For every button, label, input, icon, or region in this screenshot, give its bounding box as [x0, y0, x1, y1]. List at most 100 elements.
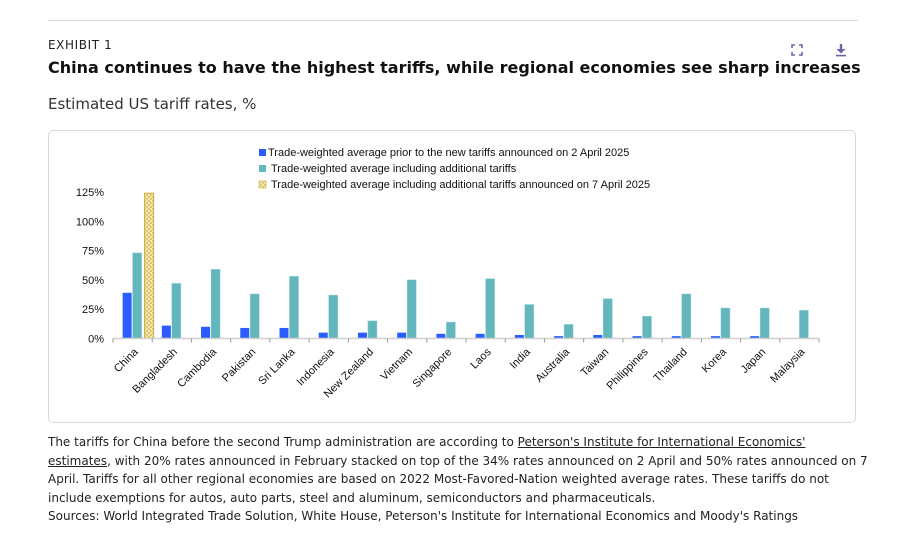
bar-group — [514, 304, 535, 339]
bar — [514, 334, 524, 339]
bar — [603, 298, 613, 339]
bar-group — [279, 276, 299, 339]
legend-item: Trade-weighted average prior to the new … — [259, 147, 629, 159]
x-tick-label: Australia — [533, 346, 572, 385]
bar-group — [671, 293, 691, 339]
bar-group — [201, 269, 221, 339]
bar — [367, 320, 378, 339]
bar — [240, 327, 250, 339]
bar — [279, 327, 289, 339]
y-tick-label: 0% — [88, 334, 104, 346]
bar — [710, 336, 720, 339]
bar — [671, 336, 681, 339]
bar — [201, 326, 211, 339]
legend-item: Trade-weighted average including additio… — [258, 179, 650, 191]
bar-group — [357, 320, 378, 339]
footnote-text-start: The tariffs for China before the second … — [48, 435, 518, 449]
chart-legend: Trade-weighted average prior to the new … — [258, 147, 650, 191]
top-divider — [48, 20, 858, 21]
piie-estimates-link[interactable]: Peterson's Institute for International E… — [48, 435, 806, 468]
chart-footnote: The tariffs for China before the second … — [48, 433, 868, 507]
bar-group — [632, 315, 652, 339]
expand-button[interactable] — [789, 42, 805, 58]
bar — [632, 336, 642, 339]
x-tick-label: Malaysia — [768, 346, 808, 386]
x-tick-label: Cambodia — [175, 346, 220, 391]
legend-swatch — [258, 180, 267, 189]
bar — [563, 324, 574, 339]
bar — [750, 336, 760, 339]
bar — [318, 332, 328, 339]
y-tick-label: 50% — [82, 275, 104, 287]
bar — [161, 325, 171, 339]
bar — [289, 276, 299, 339]
bar — [681, 293, 691, 339]
x-tick-label: China — [112, 346, 141, 375]
chart-subtitle: Estimated US tariff rates, % — [48, 95, 257, 113]
legend-swatch — [259, 149, 266, 156]
bar-group — [554, 324, 574, 339]
x-tick-label: Taiwan — [579, 346, 612, 379]
x-tick-label: Thailand — [652, 346, 690, 384]
x-tick-label: India — [508, 346, 534, 372]
bar — [132, 252, 142, 339]
bar — [759, 307, 770, 339]
chart-sources: Sources: World Integrated Trade Solution… — [48, 509, 799, 523]
bar-group — [436, 321, 456, 339]
x-tick-label: Sri Lanka — [256, 346, 298, 388]
bar — [406, 279, 417, 339]
y-tick-label: 75% — [82, 246, 104, 258]
bar-group — [397, 279, 417, 339]
legend-label: Trade-weighted average prior to the new … — [268, 147, 629, 159]
bar-group — [789, 310, 809, 339]
x-tick-label: Pakistan — [220, 346, 258, 384]
x-tick-label: Laos — [468, 346, 494, 372]
bars — [122, 192, 809, 340]
bar — [171, 283, 182, 339]
x-tick-label: Korea — [700, 346, 730, 376]
download-icon — [836, 44, 846, 57]
bar — [357, 332, 367, 339]
bar — [524, 304, 535, 339]
bar — [328, 294, 338, 339]
legend-label: Trade-weighted average including additio… — [271, 179, 650, 191]
footnote-text-end: , with 20% rates announced in February s… — [48, 453, 868, 505]
bar — [485, 278, 495, 339]
bar — [144, 192, 155, 340]
bar — [210, 269, 221, 339]
exhibit-label: EXHIBIT 1 — [48, 38, 113, 52]
bar — [397, 332, 407, 339]
bar — [436, 333, 446, 339]
bar — [446, 321, 456, 339]
expand-icon — [791, 44, 803, 56]
bar-group — [240, 293, 260, 339]
y-tick-label: 100% — [76, 216, 104, 228]
x-tick-label: Singapore — [411, 346, 455, 390]
bar-group — [710, 307, 731, 339]
bar-group — [161, 283, 182, 339]
bar-group — [122, 192, 155, 340]
bar — [475, 333, 485, 339]
bar — [554, 336, 564, 339]
chart-title: China continues to have the highest tari… — [48, 58, 861, 77]
legend-label: Trade-weighted average including additio… — [271, 163, 517, 175]
bar-group — [593, 298, 613, 339]
chart-container: Trade-weighted average prior to the new … — [48, 130, 856, 423]
x-tick-label: Vietnam — [378, 346, 415, 383]
bar — [250, 293, 260, 339]
x-tick-label: Philippines — [605, 346, 651, 392]
bar — [720, 307, 731, 339]
download-button[interactable] — [833, 42, 849, 58]
bar — [642, 315, 652, 339]
x-tick-label: Japan — [739, 346, 769, 376]
legend-swatch — [259, 165, 266, 172]
bar-group — [750, 307, 770, 339]
bar-group — [475, 278, 495, 339]
bar — [799, 310, 809, 339]
bar-group — [318, 294, 338, 339]
y-tick-label: 25% — [82, 304, 104, 316]
bar — [122, 292, 132, 339]
legend-item: Trade-weighted average including additio… — [259, 163, 517, 175]
y-axis: 0% 25% 50% 75% 100% 125% — [76, 187, 104, 346]
